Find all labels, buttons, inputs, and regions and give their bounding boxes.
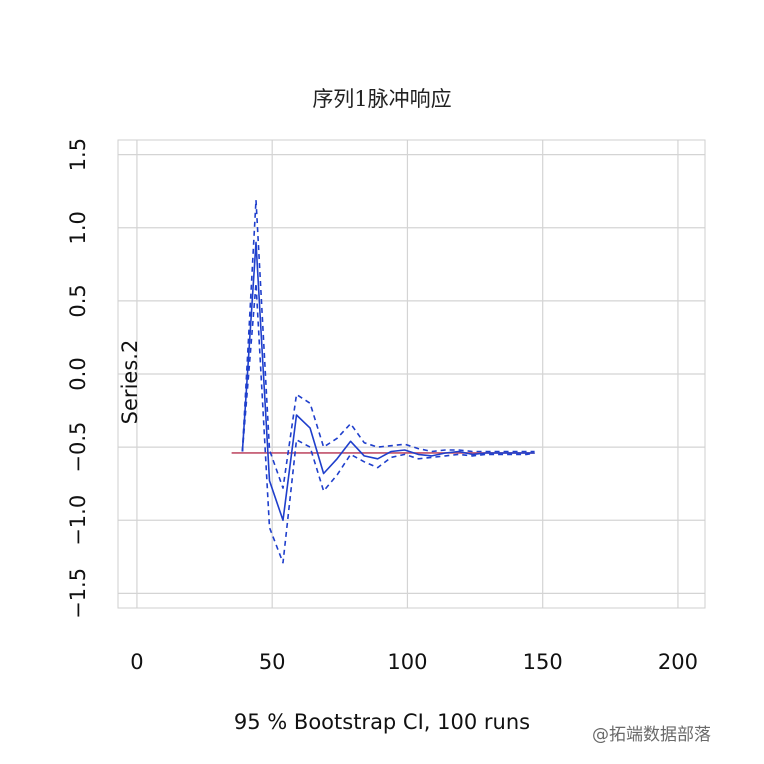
y-tick-label: 1.0 (66, 211, 90, 244)
x-tick-label: 0 (130, 650, 143, 674)
y-axis-label: Series.2 (118, 340, 142, 425)
y-tick-label: −1.0 (66, 495, 90, 546)
x-tick-label: 100 (387, 650, 427, 674)
watermark: @拓端数据部落 (592, 725, 711, 745)
series-group (241, 199, 535, 564)
y-tick-label: 1.5 (66, 138, 90, 171)
x-axis-ticks: 0 50 100 150 200 (130, 650, 698, 674)
y-tick-label: 0.5 (66, 284, 90, 317)
series-line-lower-ci (241, 282, 535, 564)
chart-title: 序列1脉冲响应 (312, 87, 451, 111)
plot-border (117, 139, 706, 609)
x-axis-label: 95 % Bootstrap CI, 100 runs (234, 710, 530, 734)
y-tick-label: 0.0 (66, 357, 90, 390)
y-tick-label: −1.5 (66, 568, 90, 619)
x-tick-label: 50 (259, 650, 286, 674)
y-tick-label: −0.5 (66, 422, 90, 473)
series-line-upper-ci (241, 199, 535, 489)
y-axis-ticks: −1.5 −1.0 −0.5 0.0 0.5 1.0 1.5 (66, 138, 90, 619)
x-tick-label: 200 (658, 650, 698, 674)
series-line-response (241, 241, 535, 522)
x-tick-label: 150 (523, 650, 563, 674)
grid (118, 140, 705, 608)
